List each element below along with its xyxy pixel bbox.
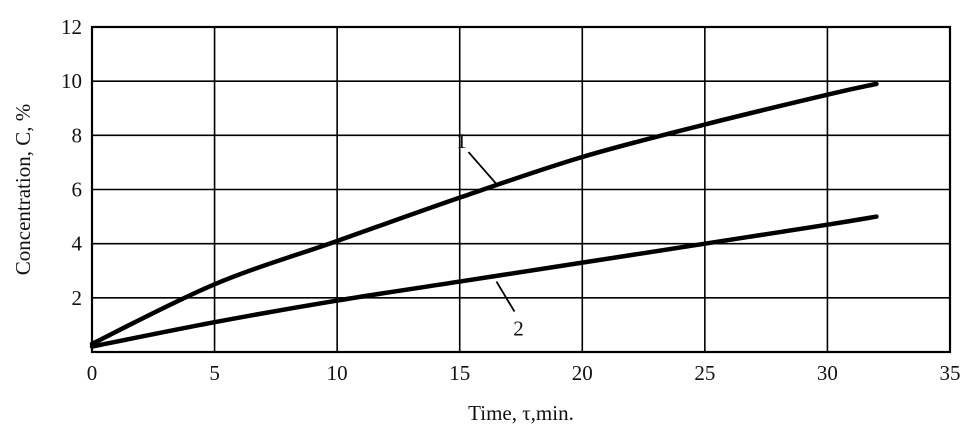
y-tick-label: 12 xyxy=(61,15,82,39)
y-tick-label: 2 xyxy=(72,286,83,310)
annotations: 12 xyxy=(456,129,524,341)
y-tick-label: 4 xyxy=(72,232,83,256)
series-layer xyxy=(89,81,879,349)
series-label-leader xyxy=(495,281,516,313)
x-tick-label: 20 xyxy=(572,361,593,385)
series-label-leader xyxy=(467,151,498,185)
series-line-2 xyxy=(89,214,879,349)
y-tick-label: 6 xyxy=(72,178,83,202)
series-line-1 xyxy=(89,81,879,347)
y-tick-label: 10 xyxy=(61,69,82,93)
series-label: 1 xyxy=(456,129,467,153)
y-axis-title: Concentration, C, % xyxy=(11,104,35,275)
x-tick-label: 30 xyxy=(817,361,838,385)
series-label: 2 xyxy=(513,317,524,341)
x-tick-label: 5 xyxy=(209,361,220,385)
grid xyxy=(92,27,950,352)
x-tick-label: 0 xyxy=(87,361,98,385)
x-tick-label: 10 xyxy=(327,361,348,385)
x-axis-title: Time, τ,min. xyxy=(468,401,574,425)
plot-frame xyxy=(90,25,952,354)
x-tick-label: 25 xyxy=(694,361,715,385)
y-tick-label: 8 xyxy=(72,123,83,147)
x-tick-label: 35 xyxy=(940,361,961,385)
x-tick-label: 15 xyxy=(449,361,470,385)
